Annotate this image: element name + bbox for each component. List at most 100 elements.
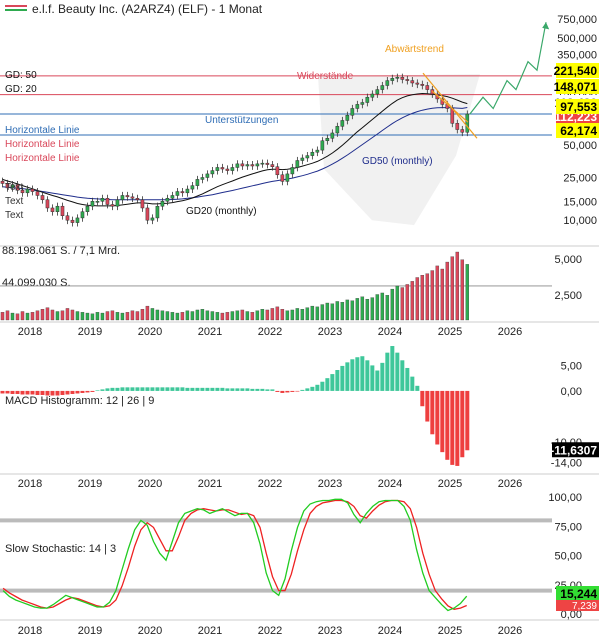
candle-body — [345, 115, 350, 121]
x-tick-label: 2022 — [258, 625, 282, 637]
macd-bar — [420, 390, 425, 407]
volume-bar — [345, 299, 350, 321]
candle-body — [240, 163, 245, 167]
candle-body — [110, 204, 115, 207]
volume-bar — [215, 312, 220, 321]
macd-bar — [455, 390, 460, 466]
label-gd20: GD20 (monthly) — [186, 206, 257, 217]
x-tick-label: 2025 — [438, 326, 462, 338]
stochastic-reference-band — [0, 518, 552, 523]
volume-bar — [120, 312, 125, 321]
volume-bar — [100, 312, 105, 321]
volume-bar — [180, 312, 185, 321]
candle-body — [165, 198, 170, 202]
candle-body — [155, 205, 160, 219]
volume-bar — [450, 256, 455, 321]
candle-body — [375, 89, 380, 95]
macd-bar — [40, 390, 45, 395]
price-badge-bg — [556, 99, 599, 114]
macd-bar — [260, 388, 265, 391]
volume-bar — [285, 310, 290, 321]
candle-body — [380, 85, 385, 90]
volume-bar — [140, 309, 145, 321]
macd-bar — [320, 381, 325, 391]
x-tick-label: 2019 — [78, 625, 102, 637]
price-tick-label: 50,000 — [563, 140, 597, 152]
watermark-shape — [318, 74, 480, 226]
volume-bar — [105, 311, 110, 321]
candle-body — [385, 80, 390, 86]
macd-bar — [310, 386, 315, 391]
candle-body — [35, 191, 40, 196]
macd-bar — [20, 390, 25, 395]
volume-bar — [455, 251, 460, 321]
x-tick-label: 2019 — [78, 326, 102, 338]
macd-bar — [305, 388, 310, 391]
volume-bar — [45, 307, 50, 321]
volume-bar — [245, 311, 250, 321]
label-downtrend: Abwärtstrend — [385, 44, 444, 55]
macd-bar — [380, 362, 385, 391]
volume-bar — [185, 310, 190, 321]
candle-body — [425, 85, 430, 90]
volume-bar — [40, 309, 45, 321]
stochastic-tick-label: 75,00 — [554, 521, 582, 533]
volume-bar — [125, 312, 130, 321]
candle-body — [130, 196, 135, 199]
volume-bar — [50, 309, 55, 321]
candle-body — [250, 164, 255, 167]
volume-bar — [355, 298, 360, 321]
candle-body — [355, 104, 360, 109]
forecast-path — [469, 22, 547, 115]
macd-bar — [50, 390, 55, 396]
macd-bar — [360, 356, 365, 391]
macd-bar — [65, 390, 70, 395]
macd-value-badge: -11,6307 — [550, 442, 599, 458]
macd-bar — [165, 387, 170, 391]
volume-bar — [65, 308, 70, 321]
macd-bar — [240, 388, 245, 391]
stochastic-reference-band — [0, 588, 552, 593]
price-badge: 62,174 — [556, 123, 599, 138]
stochastic-k-badge-text: 15,244 — [560, 587, 597, 601]
volume-bar — [275, 306, 280, 321]
candle-body — [460, 129, 465, 133]
volume-bar — [255, 310, 260, 321]
macd-bar — [105, 388, 110, 391]
macd-bar — [85, 390, 90, 393]
price-tick-label: 15,000 — [563, 196, 597, 208]
candle-body — [200, 177, 205, 180]
volume-tick-label: 2,500 — [554, 290, 582, 302]
macd-value-badge-text: -11,6307 — [550, 443, 597, 457]
macd-bar — [60, 390, 65, 395]
macd-bar — [190, 387, 195, 391]
price-tick-label: 350,000 — [557, 50, 597, 62]
candle-body — [300, 157, 305, 161]
candle-body — [175, 191, 180, 196]
volume-bar — [5, 310, 10, 321]
volume-bar — [20, 311, 25, 321]
macd-bar — [195, 387, 200, 391]
candle-body — [280, 174, 285, 182]
candle-body — [415, 82, 420, 85]
x-axis-top: 2018 2019 2020 2021 2022 2023 2024 2025 2026 — [0, 321, 599, 338]
volume-bar — [130, 310, 135, 321]
x-tick-label: 2018 — [18, 326, 42, 338]
volume-bar — [55, 311, 60, 321]
candle-body — [390, 78, 395, 81]
volume-bar — [385, 295, 390, 321]
stochastic-pane: Slow Stochastic: 14 | 3100,0075,0050,002… — [0, 492, 599, 621]
candle-body — [145, 207, 150, 221]
macd-bar — [25, 390, 30, 395]
price-badge-text: 62,174 — [560, 124, 597, 138]
price-badge-text: 221,540 — [554, 64, 598, 78]
forecast-arrow — [542, 22, 550, 30]
macd-bar — [350, 359, 355, 391]
macd-bar — [160, 387, 165, 391]
candle-body — [30, 188, 35, 192]
x-tick-label: 2024 — [378, 625, 402, 637]
x-tick-label: 2021 — [198, 478, 222, 490]
label-text: Text — [5, 210, 24, 221]
candle-body — [180, 191, 185, 194]
volume-bar — [25, 312, 30, 321]
